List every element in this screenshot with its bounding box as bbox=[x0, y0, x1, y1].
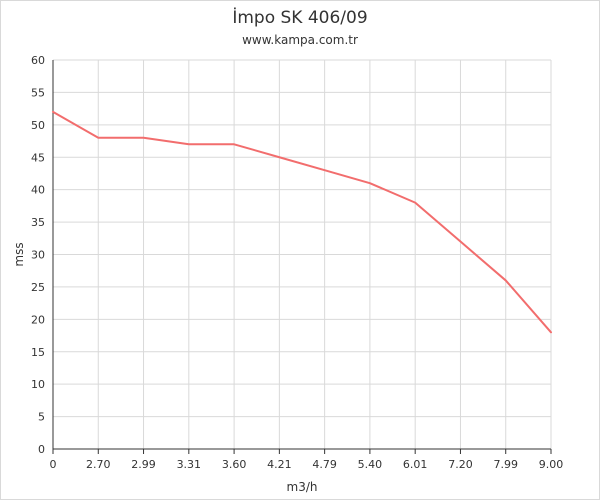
y-tick-label: 30 bbox=[31, 249, 45, 262]
x-tick-label: 3.31 bbox=[177, 458, 202, 471]
x-tick-label: 9.00 bbox=[539, 458, 564, 471]
y-tick-label: 60 bbox=[31, 54, 45, 67]
series-line bbox=[52, 110, 552, 334]
x-axis-label: m3/h bbox=[287, 480, 318, 494]
y-axis-label: mss bbox=[12, 242, 26, 266]
x-tick-label: 2.99 bbox=[131, 458, 156, 471]
y-tick-label: 25 bbox=[31, 281, 45, 294]
x-tick-label: 4.79 bbox=[312, 458, 337, 471]
y-tick-label: 40 bbox=[31, 184, 45, 197]
y-tick-label: 10 bbox=[31, 378, 45, 391]
chart-title: İmpo SK 406/09 bbox=[232, 8, 368, 28]
y-tick-label: 45 bbox=[31, 151, 45, 164]
x-tick-label: 7.20 bbox=[448, 458, 473, 471]
chart-subtitle: www.kampa.com.tr bbox=[242, 33, 358, 47]
x-tick-label: 4.21 bbox=[267, 458, 292, 471]
x-tick-label: 0 bbox=[50, 458, 57, 471]
x-tick-label: 6.01 bbox=[403, 458, 428, 471]
y-tick-label: 5 bbox=[38, 411, 45, 424]
x-tick-label: 7.99 bbox=[493, 458, 518, 471]
y-tick-label: 35 bbox=[31, 216, 45, 229]
y-tick-label: 0 bbox=[38, 443, 45, 456]
y-tick-label: 15 bbox=[31, 346, 45, 359]
y-tick-label: 20 bbox=[31, 313, 45, 326]
x-tick-label: 5.40 bbox=[358, 458, 383, 471]
x-tick-label: 2.70 bbox=[86, 458, 111, 471]
x-tick-label: 3.60 bbox=[222, 458, 247, 471]
y-tick-label: 50 bbox=[31, 119, 45, 132]
y-tick-label: 55 bbox=[31, 86, 45, 99]
